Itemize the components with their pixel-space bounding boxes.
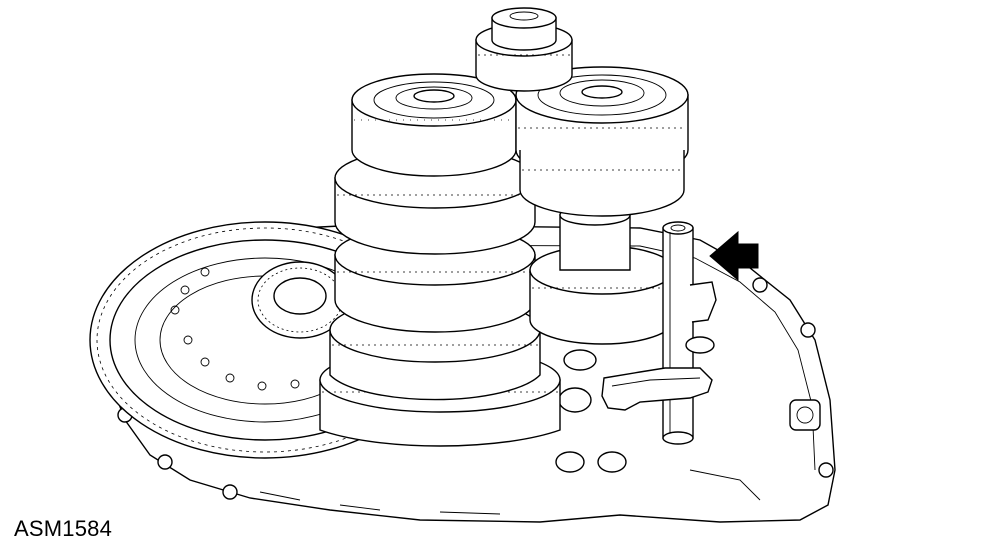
shift-fork-shaft: [663, 222, 693, 444]
case-lower-details: [260, 350, 760, 514]
input-shaft-gear-stack: [320, 74, 560, 446]
output-shaft-gear-stack: [516, 67, 688, 344]
reverse-idler-gear: [476, 8, 572, 91]
figure-id-label: ASM1584: [14, 516, 113, 541]
callout-arrow-left-icon: [710, 232, 758, 280]
shift-fork: [602, 282, 716, 410]
ring-gear-bolt-holes: [170, 267, 300, 391]
